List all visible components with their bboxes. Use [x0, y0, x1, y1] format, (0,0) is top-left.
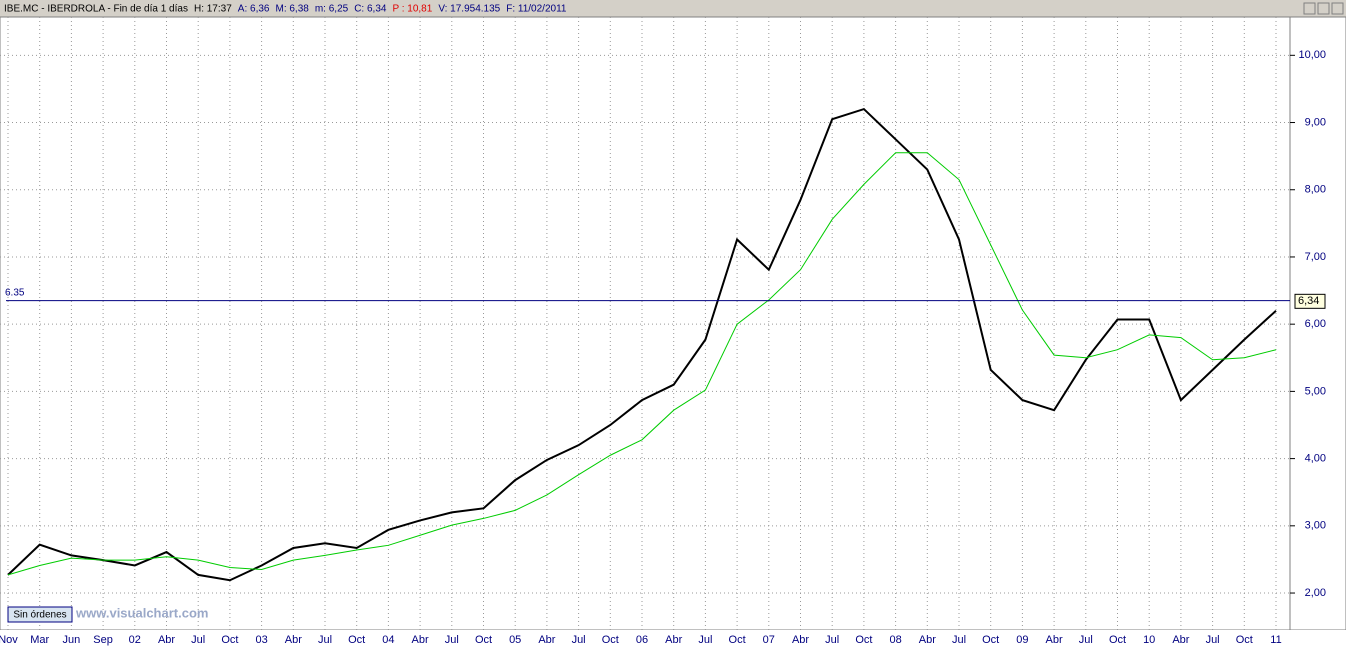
y-axis-area — [1289, 16, 1346, 631]
x-tick-label: Oct — [1109, 634, 1126, 646]
x-tick-label: 06 — [636, 634, 648, 646]
y-tick-label: 6,00 — [1305, 318, 1326, 330]
x-tick-label: 09 — [1016, 634, 1028, 646]
header-field: A: 6,36 — [238, 4, 270, 15]
title-bar — [0, 0, 1346, 17]
minimize-button[interactable] — [1303, 2, 1316, 15]
x-tick-label: 07 — [763, 634, 775, 646]
x-tick-label: Sep — [93, 634, 113, 646]
x-tick-label: Oct — [475, 634, 492, 646]
axes: 2,00 3,00 4,00 5,00 6,00 7,00 8,00 9,00 10,00 Nov… — [0, 49, 1326, 646]
series-line — [7, 107, 1277, 582]
header-field: C: 6,34 — [354, 4, 387, 15]
x-tick-label: Oct — [729, 634, 746, 646]
x-tick-label: Jul — [191, 634, 205, 646]
x-tick-label: Jul — [318, 634, 332, 646]
reference-label: 6.35 — [5, 287, 25, 298]
x-tick-label: Nov — [0, 634, 18, 646]
header-field: M: 6,38 — [275, 4, 309, 15]
y-tick-label: 3,00 — [1305, 520, 1326, 532]
header-field: P : 10,81 — [392, 4, 432, 15]
x-tick-label: Oct — [602, 634, 619, 646]
x-tick-label: 11 — [1270, 634, 1281, 646]
y-tick-label: 10,00 — [1298, 49, 1326, 61]
y-tick-label: 2,00 — [1305, 587, 1326, 599]
x-tick-label: Jul — [572, 634, 586, 646]
x-tick-label: Abr — [538, 634, 555, 646]
x-tick-label: 04 — [382, 634, 394, 646]
x-tick-label: Oct — [1236, 634, 1253, 646]
maximize-button[interactable] — [1317, 2, 1330, 15]
plot-area — [0, 16, 1291, 631]
x-tick-label: 08 — [889, 634, 901, 646]
x-tick-label: Jul — [952, 634, 966, 646]
x-tick-label: Oct — [221, 634, 238, 646]
series: 6.35 — [5, 107, 1290, 582]
header-field: V: 17.954.135 — [438, 4, 500, 15]
x-tick-label: Jul — [698, 634, 712, 646]
symbol: IBE.MC - IBERDROLA - Fin de día 1 días — [4, 4, 188, 15]
x-tick-label: Abr — [285, 634, 302, 646]
x-tick-label: Abr — [792, 634, 809, 646]
x-tick-label: Jul — [1079, 634, 1093, 646]
x-tick-label: Jul — [825, 634, 839, 646]
x-tick-label: Jul — [1206, 634, 1220, 646]
header-field: F: 11/02/2011 — [506, 4, 567, 15]
x-tick-label: Abr — [919, 634, 936, 646]
x-tick-label: Abr — [1172, 634, 1189, 646]
x-tick-label: Abr — [665, 634, 682, 646]
x-tick-label: 05 — [509, 634, 521, 646]
x-tick-label: Oct — [982, 634, 999, 646]
y-tick-label: 8,00 — [1305, 184, 1326, 196]
x-tick-label: Oct — [348, 634, 365, 646]
y-tick-label: 4,00 — [1305, 453, 1326, 465]
x-tick-label: 03 — [255, 634, 267, 646]
series-line — [7, 152, 1277, 576]
x-tick-label: Jul — [445, 634, 459, 646]
y-tick-label: 7,00 — [1305, 251, 1326, 263]
x-tick-label: 10 — [1143, 634, 1155, 646]
x-tick-label: Mar — [30, 634, 49, 646]
y-tick-label: 9,00 — [1305, 116, 1326, 128]
orders-button-label: Sin órdenes — [13, 610, 66, 621]
x-axis-area — [0, 630, 1346, 647]
watermark: www.visualchart.com — [75, 605, 208, 620]
x-tick-label: 02 — [129, 634, 141, 646]
header-field: H: 17:37 — [194, 4, 232, 15]
x-tick-label: Abr — [412, 634, 429, 646]
last-price-tag — [1294, 293, 1326, 309]
close-button[interactable] — [1331, 2, 1344, 15]
x-tick-label: Abr — [158, 634, 175, 646]
x-tick-label: Jun — [63, 634, 81, 646]
x-tick-label: Abr — [1046, 634, 1063, 646]
orders-button[interactable] — [7, 606, 73, 623]
y-tick-label: 5,00 — [1305, 385, 1326, 397]
grid — [0, 17, 1290, 630]
last-price-label: 6,34 — [1298, 295, 1319, 307]
x-tick-label: Oct — [855, 634, 872, 646]
header-field: m: 6,25 — [315, 4, 349, 15]
